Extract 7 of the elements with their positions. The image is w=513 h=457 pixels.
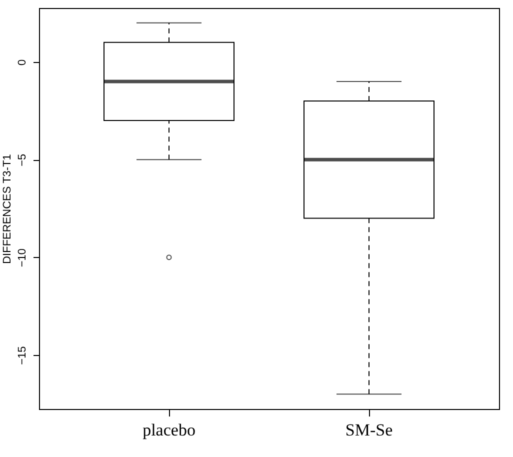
y-tick-label: −15 [16, 346, 28, 365]
y-tick-label: 0 [16, 59, 28, 66]
x-tick-label: placebo [142, 420, 196, 440]
y-tick-label: −10 [16, 248, 28, 268]
x-tick-label: SM-Se [345, 420, 393, 440]
y-axis-title: DIFFERENCES T3-T1 [2, 154, 14, 264]
y-tick-label: −5 [16, 154, 28, 166]
